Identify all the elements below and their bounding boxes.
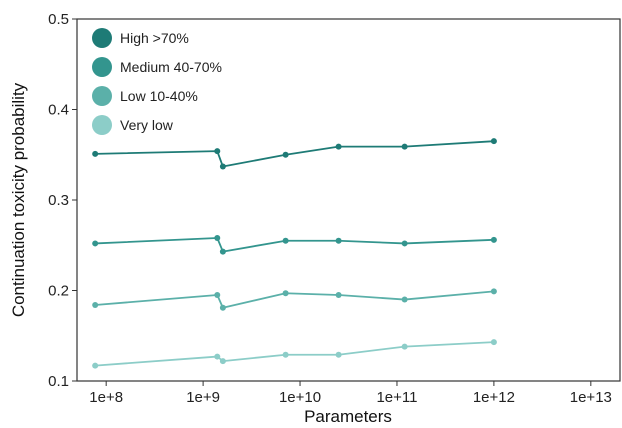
data-point: [219, 248, 226, 255]
data-point: [335, 351, 342, 358]
y-tick-label: 0.4: [48, 102, 69, 119]
x-tick-label: 1e+11: [376, 389, 417, 406]
legend-swatch: [92, 86, 112, 106]
data-point: [214, 353, 221, 360]
x-axis-title: Parameters: [304, 407, 392, 426]
data-point: [214, 235, 221, 242]
y-tick-label: 0.1: [48, 373, 69, 390]
x-tick-label: 1e+12: [473, 389, 515, 406]
data-point: [219, 304, 226, 311]
data-point: [92, 150, 99, 157]
data-point: [401, 240, 408, 247]
data-point: [92, 362, 99, 369]
data-point: [219, 163, 226, 170]
x-tick-label: 1e+9: [186, 389, 220, 406]
legend-swatch: [92, 115, 112, 135]
x-tick-label: 1e+8: [89, 389, 123, 406]
legend-label: High >70%: [120, 30, 189, 46]
data-point: [490, 138, 497, 145]
data-point: [282, 290, 289, 297]
plot-frame: [76, 18, 621, 382]
legend-label: Low 10-40%: [120, 88, 198, 104]
data-point: [490, 288, 497, 295]
series-lines: [95, 140, 494, 367]
series-line: [95, 341, 494, 367]
series-line: [95, 290, 494, 309]
data-point: [401, 143, 408, 150]
series-points: [92, 138, 497, 369]
x-tick-label: 1e+13: [570, 389, 612, 406]
series-line: [95, 140, 494, 168]
y-tick-label: 0.5: [48, 11, 69, 28]
data-point: [335, 237, 342, 244]
legend-label: Very low: [120, 117, 174, 133]
data-point: [282, 237, 289, 244]
data-point: [282, 351, 289, 358]
data-point: [92, 240, 99, 247]
data-point: [335, 143, 342, 150]
data-point: [92, 301, 99, 308]
data-point: [401, 296, 408, 303]
data-point: [335, 292, 342, 299]
x-tick-label: 1e+10: [279, 389, 321, 406]
y-axis-title: Continuation toxicity probability: [9, 82, 28, 317]
legend-label: Medium 40-70%: [120, 59, 222, 75]
y-axis: 0.1 0.2 0.3 0.4 0.5: [48, 11, 77, 390]
legend: High >70% Medium 40-70% Low 10-40% Very low: [92, 28, 222, 135]
legend-swatch: [92, 57, 112, 77]
data-point: [214, 292, 221, 299]
data-point: [401, 343, 408, 350]
data-point: [214, 148, 221, 155]
data-point: [490, 236, 497, 243]
x-axis: 1e+8 1e+9 1e+10 1e+11 1e+12 1e+13: [89, 381, 612, 406]
data-point: [282, 151, 289, 158]
data-point: [219, 358, 226, 365]
data-point: [490, 339, 497, 346]
legend-swatch: [92, 28, 112, 48]
y-tick-label: 0.3: [48, 192, 69, 209]
series-line: [95, 237, 494, 253]
y-tick-label: 0.2: [48, 283, 69, 300]
